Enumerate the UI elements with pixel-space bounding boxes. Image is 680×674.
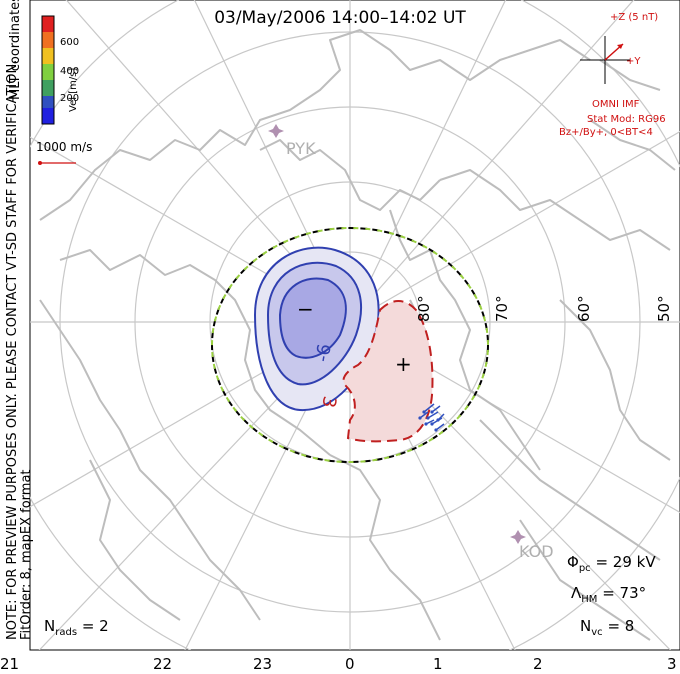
- mlt-label-23: 23: [253, 655, 273, 673]
- velocity-vectors: [419, 403, 445, 431]
- color-scale-bar: [41, 15, 55, 125]
- negative-cell-inner: [278, 277, 347, 359]
- mlt-label-22: 22: [153, 655, 173, 673]
- mlt-label-0: 0: [345, 655, 355, 673]
- reference-vector: [38, 161, 76, 165]
- imf-y-label: +Y: [626, 56, 641, 67]
- hm-boundary-latitude: ΛHM = 73°: [571, 584, 647, 605]
- imf-z-label: +Z (5 nT): [610, 12, 659, 23]
- mlt-label-1: 1: [433, 655, 443, 673]
- radar-count: Nrads = 2: [44, 617, 109, 638]
- vector-count: Nvc = 8: [580, 617, 635, 638]
- scale-tick-600: 600: [60, 37, 80, 48]
- mlt-label-2: 2: [533, 655, 543, 673]
- mlt-label-21: 21: [0, 655, 20, 673]
- plot-border: [29, 0, 680, 651]
- lat-label-80: 80°: [415, 295, 433, 322]
- coordinate-system: MLT coordinates: [8, 0, 23, 100]
- reference-vector-label: 1000 m/s: [36, 140, 93, 154]
- imf-source: OMNI IMF: [592, 99, 640, 110]
- positive-cell: [342, 300, 434, 443]
- coastlines: [39, 29, 676, 641]
- station-pyk-label: PYK: [286, 139, 316, 158]
- potential-max-marker: +: [395, 352, 412, 376]
- fit-order: FitOrder: 8, mapEX format: [19, 469, 34, 640]
- stat-model: Stat Mod: RG96: [587, 114, 666, 125]
- imf-condition: Bz+/By+, 0<BT<4: [559, 127, 653, 138]
- lat-label-60: 60°: [575, 295, 593, 322]
- lat-label-70: 70°: [493, 295, 511, 322]
- scale-tick-200: 200: [60, 93, 80, 104]
- cross-polar-potential: Φpc = 29 kV: [567, 553, 656, 574]
- preview-note: NOTE: FOR PREVIEW PURPOSES ONLY. PLEASE …: [5, 59, 20, 640]
- hm-boundary-green: [211, 227, 489, 463]
- lat-label-50: 50°: [655, 295, 673, 322]
- scale-tick-400: 400: [60, 66, 80, 77]
- negative-contour-label: -6: [312, 342, 336, 364]
- station-kod-marker: [510, 530, 526, 544]
- station-markers: [268, 124, 526, 544]
- plot-title: 03/May/2006 14:00–14:02 UT: [214, 8, 466, 28]
- station-pyk-marker: [268, 124, 284, 138]
- potential-min-marker: −: [297, 297, 314, 321]
- imf-clock-dial: [580, 36, 630, 84]
- station-kod-label: KOD: [519, 542, 554, 561]
- mlt-label-3: 3: [667, 655, 677, 673]
